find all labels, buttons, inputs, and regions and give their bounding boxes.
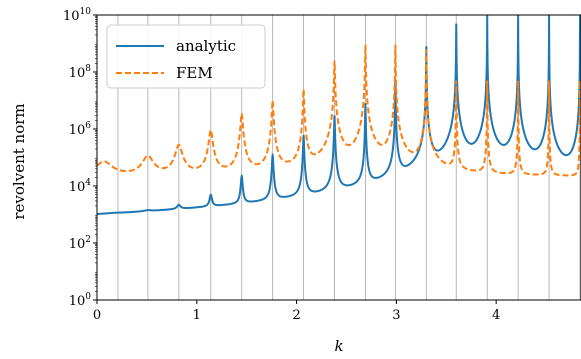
series-layer: [97, 15, 581, 215]
y-tick-label-2: 104: [69, 178, 92, 195]
y-axis-ticks: 100 102 104 106 108 1010: [63, 7, 97, 309]
legend-label-FEM: FEM: [176, 64, 213, 82]
y-tick-label-1: 102: [69, 235, 91, 252]
legend: analytic FEM: [106, 24, 266, 89]
x-tick-label-4: 4: [492, 308, 500, 323]
legend-label-analytic: analytic: [176, 37, 236, 55]
x-tick-label-2: 2: [292, 308, 300, 323]
x-tick-label-1: 1: [193, 308, 201, 323]
plot-frame: [96, 14, 581, 301]
x-tick-label-0: 0: [93, 308, 101, 323]
series-line-FEM: [97, 44, 581, 177]
y-axis-label: revolvent norm: [10, 103, 28, 219]
y-tick-label-0: 100: [69, 292, 92, 309]
y-tick-label-3: 106: [69, 121, 92, 138]
x-tick-label-3: 3: [392, 308, 400, 323]
y-tick-label-4: 108: [69, 64, 92, 81]
x-axis-label: k: [334, 337, 343, 355]
series-line-analytic: [97, 15, 581, 215]
y-tick-label-5: 1010: [63, 7, 91, 24]
x-axis-ticks: 0 1 2 3 4: [93, 300, 500, 323]
